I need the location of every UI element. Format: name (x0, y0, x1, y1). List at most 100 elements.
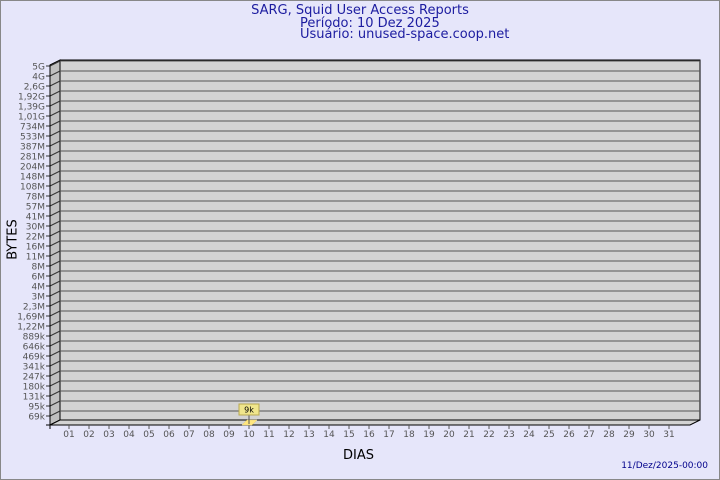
x-tick-label: 16 (363, 430, 375, 440)
grid-diagonal (49, 200, 61, 207)
grid-diagonal (49, 400, 61, 407)
x-tick-label: 20 (443, 430, 455, 440)
grid-diagonal (49, 90, 61, 97)
x-tick-label: 02 (83, 430, 94, 440)
y-tick-label: 387M (20, 143, 45, 153)
y-tick-label: 69k (28, 413, 45, 423)
grid-diagonal (49, 120, 61, 127)
bar-data-label: 9k (244, 406, 254, 415)
grid-diagonal (49, 140, 61, 147)
x-tick-label: 23 (503, 430, 514, 440)
grid-diagonal (49, 390, 61, 397)
x-tick-label: 10 (243, 430, 255, 440)
period-label: Período: 10 Dez 2025 (300, 16, 440, 31)
grid-diagonal (49, 60, 61, 67)
floor (49, 419, 701, 426)
grid-diagonal (49, 360, 61, 367)
grid-diagonal (49, 210, 61, 217)
x-tick-label: 05 (143, 430, 154, 440)
grid-diagonal (49, 180, 61, 187)
x-tick-label: 25 (543, 430, 554, 440)
y-tick-label: 533M (20, 133, 45, 143)
y-tick-label: 1,39G (18, 103, 45, 113)
y-tick-label: 8M (32, 263, 46, 273)
grid-diagonal (49, 320, 61, 327)
x-tick-label: 21 (463, 430, 474, 440)
grid-diagonal (49, 310, 61, 317)
grid-diagonal (49, 330, 61, 337)
chart-title: SARG, Squid User Access Reports (251, 3, 469, 18)
y-tick-label: 247k (23, 373, 46, 383)
grid-diagonal (49, 250, 61, 257)
x-tick-label: 26 (563, 430, 575, 440)
y-tick-label: 4M (32, 283, 46, 293)
user-label: Usuário: unused-space.coop.net (300, 27, 510, 42)
x-tick-label: 22 (483, 430, 494, 440)
y-tick-label: 41M (26, 213, 45, 223)
y-tick-label: 148M (20, 173, 45, 183)
grid-diagonal (49, 340, 61, 347)
x-tick-label: 09 (223, 430, 235, 440)
grid-diagonal (49, 280, 61, 287)
grid-diagonal (49, 130, 61, 137)
x-tick-label: 31 (663, 430, 674, 440)
x-tick-label: 27 (583, 430, 594, 440)
x-tick-label: 17 (383, 430, 394, 440)
grid-diagonal (49, 240, 61, 247)
x-tick-label: 08 (203, 430, 215, 440)
y-tick-label: 180k (23, 383, 46, 393)
y-tick-label: 5G (32, 63, 45, 73)
x-tick-label: 29 (623, 430, 635, 440)
bar-label-box (238, 403, 260, 416)
grid-diagonal (49, 290, 61, 297)
y-tick-label: 95k (28, 403, 45, 413)
y-tick-label: 204M (20, 163, 45, 173)
y-tick-label: 22M (26, 233, 45, 243)
y-tick-label: 646k (23, 343, 46, 353)
x-tick-label: 11 (263, 430, 274, 440)
y-tick-label: 1,22M (17, 323, 45, 333)
x-tick-label: 24 (523, 430, 535, 440)
y-tick-label: 341k (23, 363, 46, 373)
y-tick-label: 131k (23, 393, 46, 403)
x-tick-label: 30 (643, 430, 655, 440)
grid-diagonal (49, 170, 61, 177)
x-tick-label: 01 (63, 430, 74, 440)
y-tick-label: 78M (26, 193, 45, 203)
y-tick-label: 469k (23, 353, 46, 363)
grid-diagonal (49, 160, 61, 167)
grid-diagonal (49, 220, 61, 227)
y-tick-label: 1,01G (18, 113, 45, 123)
y-tick-label: 281M (20, 153, 45, 163)
y-tick-label: 30M (26, 223, 45, 233)
y-tick-label: 1,92G (18, 93, 45, 103)
grid-diagonal (49, 350, 61, 357)
generated-timestamp: 11/Dez/2025-00:00 (621, 461, 708, 471)
y-tick-label: 734M (20, 123, 45, 133)
x-tick-label: 13 (303, 430, 314, 440)
x-tick-label: 07 (183, 430, 194, 440)
grid-diagonal (49, 150, 61, 157)
y-tick-label: 3M (32, 293, 46, 303)
grid-diagonal (49, 260, 61, 267)
grid-diagonal (49, 410, 61, 417)
x-tick-label: 12 (283, 430, 294, 440)
x-tick-label: 14 (323, 430, 335, 440)
y-tick-label: 108M (20, 183, 45, 193)
x-tick-label: 15 (343, 430, 354, 440)
y-tick-label: 11M (26, 253, 45, 263)
y-tick-label: 6M (32, 273, 46, 283)
x-axis-label: DIAS (343, 448, 374, 463)
y-tick-label: 2,3M (23, 303, 45, 313)
grid-diagonal (49, 80, 61, 87)
back-wall (59, 59, 701, 421)
x-tick-label: 28 (603, 430, 615, 440)
y-tick-label: 2,6G (24, 83, 45, 93)
y-tick-label: 16M (26, 243, 45, 253)
grid-diagonal (49, 300, 61, 307)
grid-diagonal (49, 380, 61, 387)
grid-diagonal (49, 110, 61, 117)
grid-diagonal (49, 190, 61, 197)
y-tick-label: 4G (32, 73, 45, 83)
